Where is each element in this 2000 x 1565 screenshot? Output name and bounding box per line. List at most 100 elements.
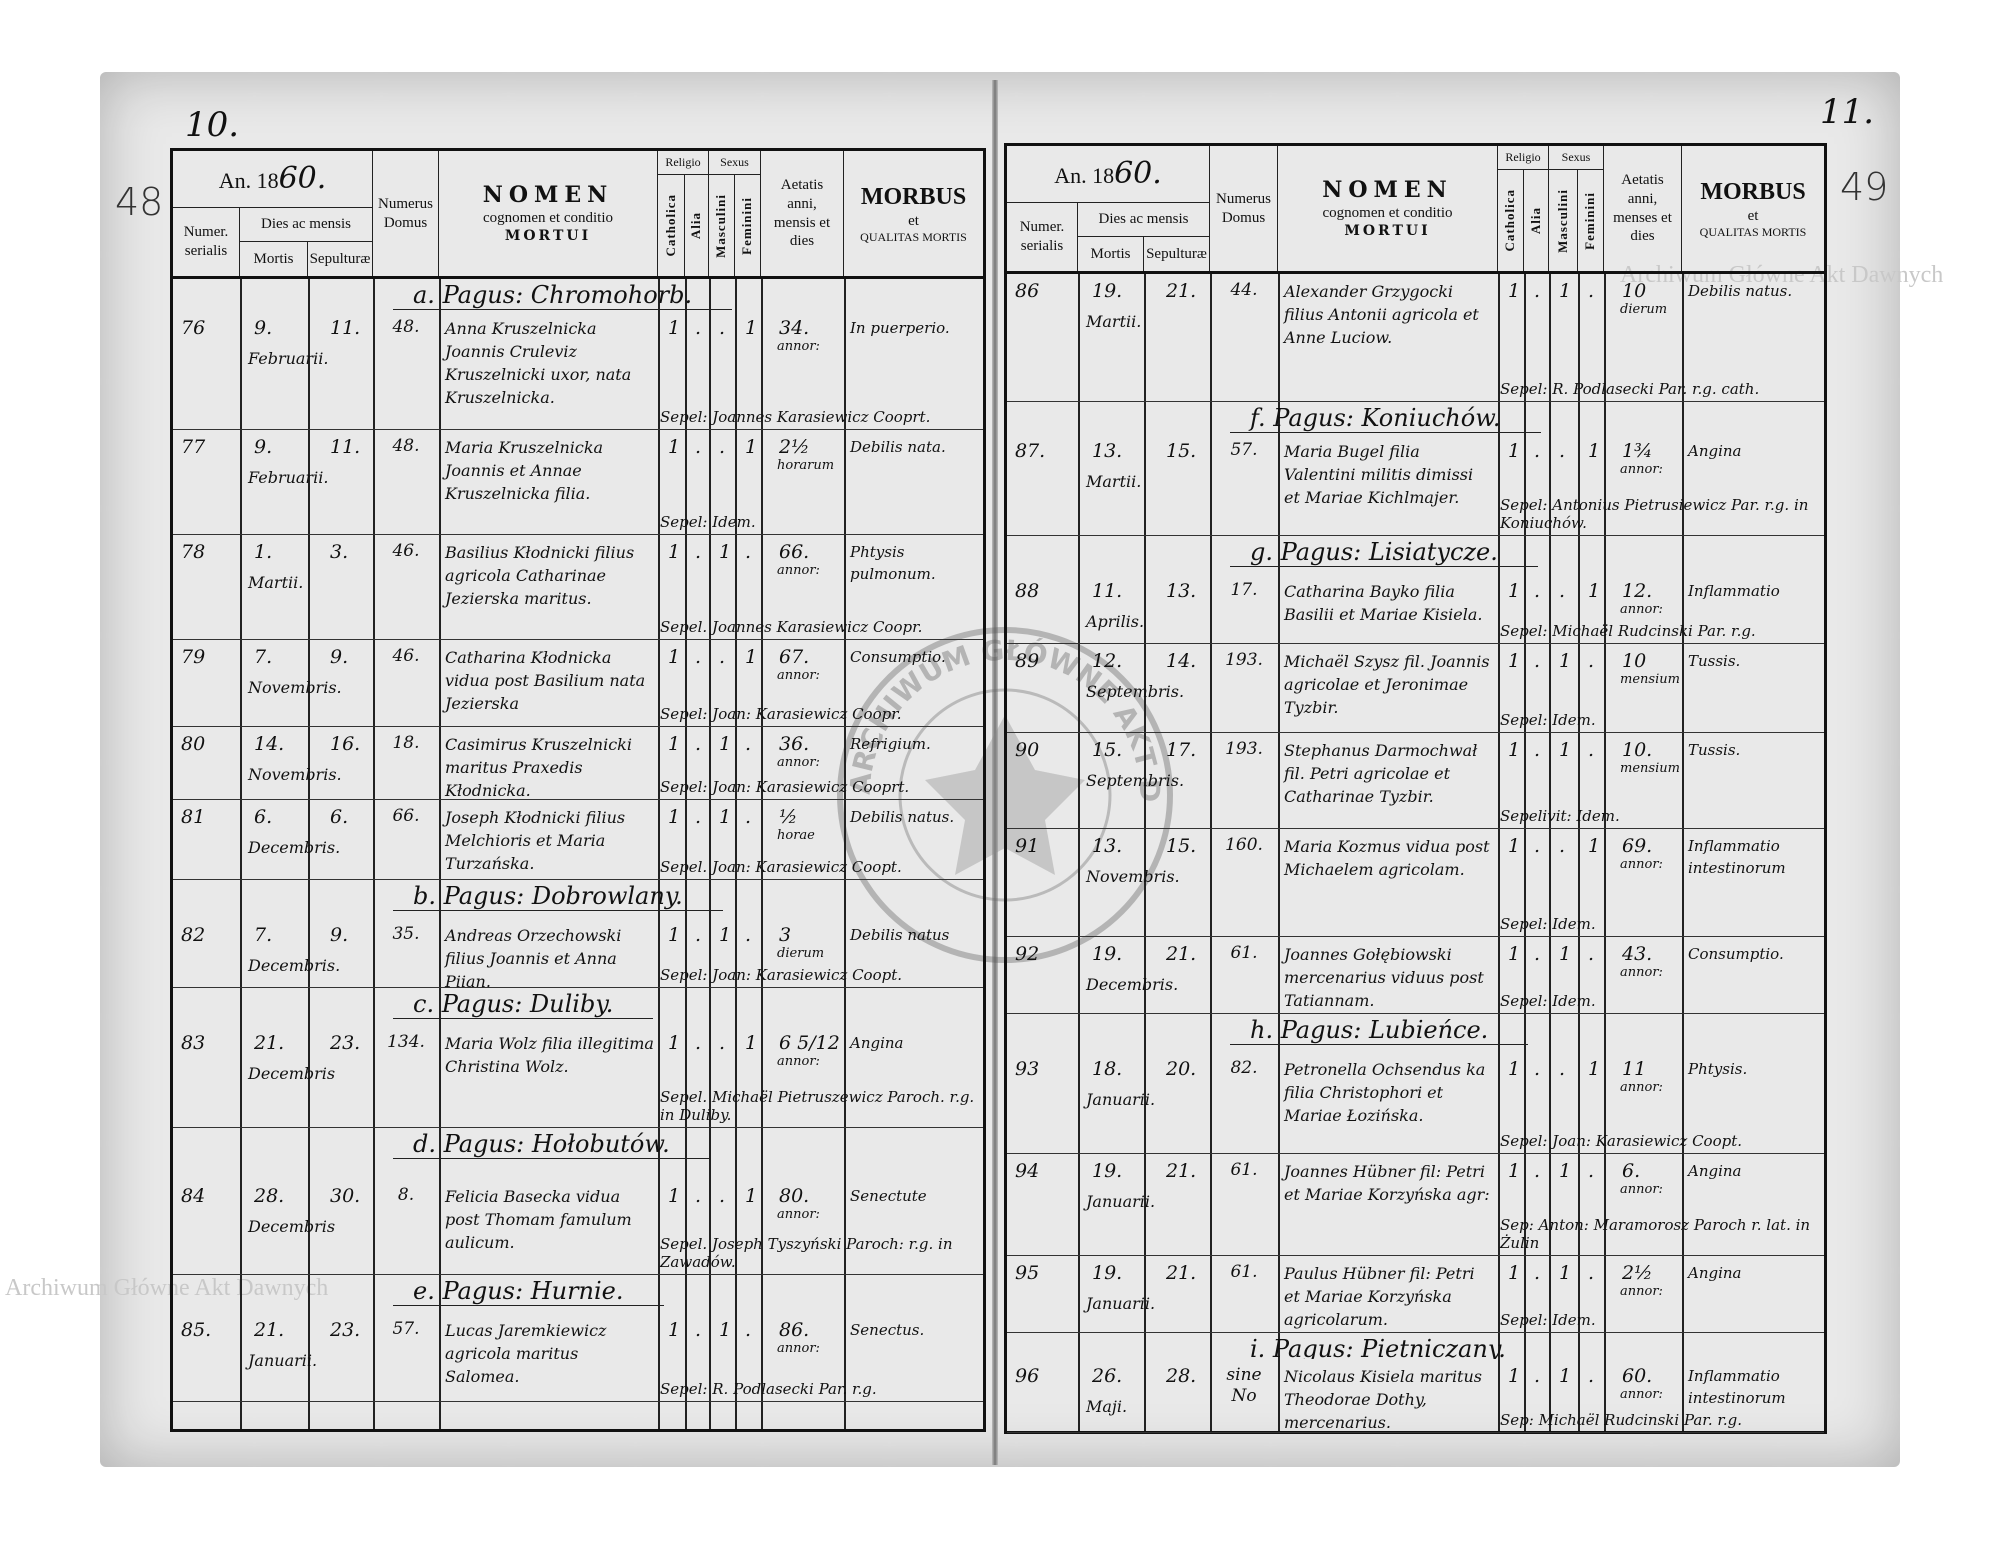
deceased-name: Andreas Orzechowski filius Joannis et An… bbox=[445, 926, 622, 988]
cause-of-death: Senectus. bbox=[850, 1321, 925, 1339]
serial-number: 91 bbox=[1015, 835, 1040, 857]
serial-number: 82 bbox=[181, 924, 206, 946]
burial-officiant: Sepel: Michaël Rudcinski Par. r.g. bbox=[1500, 622, 1756, 640]
column-rule bbox=[439, 279, 441, 1429]
house-number: 35. bbox=[392, 924, 420, 944]
male-label: Masculini bbox=[713, 193, 729, 258]
catholic-mark: 1 bbox=[668, 646, 681, 668]
other-religion-mark: . bbox=[1534, 1160, 1541, 1182]
cause-of-death: Angina bbox=[1688, 1264, 1742, 1282]
left-page-number: 10. bbox=[185, 105, 240, 145]
female-mark: 1 bbox=[745, 646, 758, 668]
burial-day: 14. bbox=[1166, 650, 1197, 672]
house-number: 44. bbox=[1230, 280, 1258, 300]
age-unit: annor: bbox=[1620, 1182, 1663, 1197]
cause-of-death: Angina bbox=[850, 1034, 904, 1052]
female-mark: . bbox=[1588, 739, 1595, 761]
village-heading: a. Pagus: Chromohorb. bbox=[173, 279, 983, 311]
village-label: b. Pagus: Dobrowlany. bbox=[393, 882, 723, 911]
left-register-table: An. 1860. Numer. serialis Dies ac mensis … bbox=[170, 148, 986, 1432]
death-month: Januarii. bbox=[1086, 1090, 1156, 1109]
age-value: 12. bbox=[1622, 580, 1653, 602]
other-religion-mark: . bbox=[1534, 835, 1541, 857]
catholic-mark: 1 bbox=[1508, 739, 1521, 761]
year-prefix: An. 18 bbox=[218, 168, 279, 194]
death-month: Januarii. bbox=[248, 1351, 318, 1370]
other-religion-mark: . bbox=[695, 436, 702, 458]
death-day: 19. bbox=[1092, 280, 1123, 302]
age-unit: annor: bbox=[1620, 965, 1663, 980]
age-unit: horarum bbox=[777, 458, 835, 473]
column-rule bbox=[1578, 274, 1580, 1431]
death-record-row: 94 19. Januarii. 21. 61. Joannes Hübner fil: … bbox=[1007, 1154, 1824, 1256]
house-number: 193. bbox=[1225, 650, 1263, 670]
house-number: 193. bbox=[1225, 739, 1263, 759]
male-header: Masculini bbox=[1549, 170, 1578, 271]
serial-number: 81 bbox=[181, 806, 206, 828]
other-religion-mark: . bbox=[695, 317, 702, 339]
column-rule bbox=[1078, 274, 1080, 1431]
village-label: c. Pagus: Duliby. bbox=[393, 990, 654, 1019]
death-day: 6. bbox=[254, 806, 273, 828]
burial-officiant: Sepel: Joan: Karasiewicz Coopt. bbox=[660, 966, 902, 984]
burial-day: 28. bbox=[1166, 1365, 1197, 1387]
date-header-label: Dies ac mensis bbox=[261, 216, 351, 233]
burial-date-header: Sepulturæ bbox=[1144, 237, 1210, 271]
village-label: h. Pagus: Lubieńce. bbox=[1230, 1016, 1529, 1045]
female-mark: . bbox=[1588, 1262, 1595, 1284]
other-religion-label: Alia bbox=[688, 211, 704, 240]
deceased-name: Anna Kruszelnicka Joannis Cruleviz Krusz… bbox=[445, 319, 632, 407]
death-month: Novembris. bbox=[248, 678, 342, 697]
death-month: Januarii. bbox=[1086, 1192, 1156, 1211]
female-mark: . bbox=[745, 733, 752, 755]
age-value: 43. bbox=[1622, 943, 1653, 965]
left-margin-number: 48 bbox=[115, 180, 164, 224]
age-unit: annor: bbox=[1620, 1080, 1663, 1095]
catholic-mark: 1 bbox=[668, 436, 681, 458]
column-rule bbox=[1210, 274, 1212, 1431]
serial-number: 93 bbox=[1015, 1058, 1040, 1080]
burial-officiant: Sepel: Idem. bbox=[1500, 992, 1596, 1010]
age-value: 66. bbox=[779, 541, 810, 563]
death-record-row: 80 14. Novembris. 16. 18. Casimirus Kruszelni… bbox=[173, 727, 983, 800]
other-religion-mark: . bbox=[695, 646, 702, 668]
age-line1: Aetatis bbox=[1621, 172, 1664, 188]
death-day: 15. bbox=[1092, 739, 1123, 761]
catholic-mark: 1 bbox=[668, 1032, 681, 1054]
serial-header: Numer. serialis bbox=[173, 208, 240, 276]
age-unit: mensium bbox=[1620, 672, 1680, 687]
catholic-header: Catholica bbox=[1498, 170, 1524, 271]
house-header-line1: Numerus bbox=[378, 195, 433, 212]
village-label: a. Pagus: Chromohorb. bbox=[393, 281, 733, 310]
age-unit: annor: bbox=[1620, 1387, 1663, 1402]
death-record-row: 85. 21. Januarii. 23. 57. Lucas Jaremkiewicz … bbox=[173, 1313, 983, 1402]
burial-officiant: Sepel: Joannes Karasiewicz Cooprt. bbox=[660, 408, 931, 426]
male-header: Masculini bbox=[709, 175, 735, 276]
other-religion-mark: . bbox=[1534, 1365, 1541, 1387]
death-record-row: 95 19. Januarii. 21. 61. Paulus Hübner fil: P… bbox=[1007, 1256, 1824, 1333]
female-mark: 1 bbox=[745, 317, 758, 339]
village-label: f. Pagus: Koniuchów. bbox=[1230, 404, 1541, 433]
female-mark: 1 bbox=[1588, 835, 1601, 857]
disease-title: MORBUS bbox=[860, 183, 967, 210]
age-line2: anni, bbox=[787, 195, 817, 212]
male-mark: 1 bbox=[1559, 943, 1572, 965]
catholic-mark: 1 bbox=[668, 806, 681, 828]
age-value: 2½ bbox=[1622, 1262, 1653, 1284]
age-line4: dies bbox=[789, 233, 815, 250]
female-mark: 1 bbox=[745, 436, 758, 458]
death-day: 26. bbox=[1092, 1365, 1123, 1387]
death-day: 7. bbox=[254, 924, 273, 946]
death-month: Decembris. bbox=[1086, 975, 1179, 994]
death-record-row: 96 26. Maji. 28. sine No Nicolaus Kisiela mar… bbox=[1007, 1359, 1824, 1433]
female-header: Feminini bbox=[1578, 170, 1604, 271]
column-rule bbox=[1549, 274, 1551, 1431]
age-line3: mensis et bbox=[773, 214, 831, 231]
death-month: Februarii. bbox=[248, 349, 329, 368]
female-mark: 1 bbox=[1588, 1058, 1601, 1080]
year-label: An. 1860. bbox=[1054, 155, 1162, 193]
burial-officiant: Sep: Anton: Maramorosz Paroch r. lat. in… bbox=[1500, 1216, 1811, 1252]
age-unit: annor: bbox=[777, 339, 820, 354]
column-rule bbox=[761, 279, 763, 1429]
death-record-row: 78 1. Martii. 3. 46. Basilius Kłodnicki filiu… bbox=[173, 535, 983, 640]
